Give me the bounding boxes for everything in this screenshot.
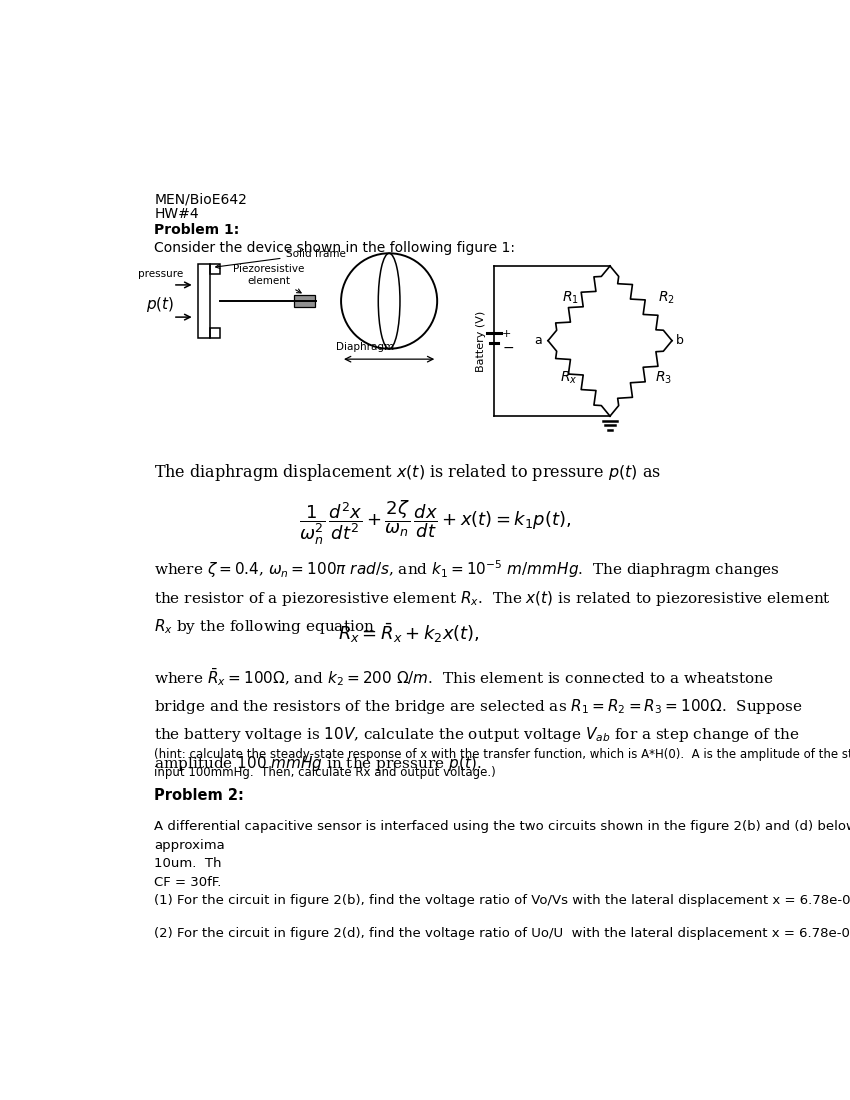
Text: (1) For the circuit in figure 2(b), find the voltage ratio of Vo/Vs with the lat: (1) For the circuit in figure 2(b), find… [155,894,850,908]
Text: The diaphragm displacement $x(t)$ is related to pressure $p(t)$ as: The diaphragm displacement $x(t)$ is rel… [155,462,661,483]
Text: b: b [676,334,683,348]
Bar [294,295,315,307]
Text: pressure: pressure [138,270,183,279]
Text: $R_x$: $R_x$ [560,370,578,386]
Text: where $\bar{R}_x = 100\Omega$, and $k_2 = 200\ \Omega/m$.  This element is conne: where $\bar{R}_x = 100\Omega$, and $k_2 … [155,667,803,772]
Bar [210,264,220,275]
Text: A differential capacitive sensor is interfaced using the two circuits shown in t: A differential capacitive sensor is inte… [155,821,850,889]
Text: MEN/BioE642: MEN/BioE642 [155,192,247,206]
Text: (hint: calculate the steady-state response of x with the transfer function, whic: (hint: calculate the steady-state respon… [155,748,850,779]
Text: $R_3$: $R_3$ [655,370,672,386]
Text: +: + [502,329,512,339]
Text: $R_1$: $R_1$ [562,289,579,306]
Text: Problem 1:: Problem 1: [155,223,240,236]
Text: $p(t)$: $p(t)$ [146,295,174,315]
Text: Piezoresistive
element: Piezoresistive element [233,264,304,293]
Text: $R_2$: $R_2$ [658,289,675,306]
Bar [210,328,220,338]
Bar [198,264,210,338]
Text: Solid frame: Solid frame [216,249,345,268]
Text: Consider the device shown in the following figure 1:: Consider the device shown in the followi… [155,241,515,255]
Text: $R_x = \bar{R}_x + k_2x(t),$: $R_x = \bar{R}_x + k_2x(t),$ [337,621,479,646]
Text: HW#4: HW#4 [155,208,199,221]
Text: Problem 2:: Problem 2: [155,788,244,803]
Text: Diaphragm: Diaphragm [336,342,394,352]
Text: a: a [534,334,541,348]
Text: −: − [502,341,514,355]
Text: (2) For the circuit in figure 2(d), find the voltage ratio of Uo/U  with the lat: (2) For the circuit in figure 2(d), find… [155,926,850,939]
Text: $\dfrac{1}{\omega_n^2}\,\dfrac{d^2x}{dt^2} + \dfrac{2\zeta}{\omega_n}\,\dfrac{dx: $\dfrac{1}{\omega_n^2}\,\dfrac{d^2x}{dt^… [299,498,572,548]
Text: Battery (V): Battery (V) [476,310,486,372]
Text: where $\zeta = 0.4$, $\omega_n = 100\pi$ $rad/s$, and $k_1 = 10^{-5}$ $m/mmHg$. : where $\zeta = 0.4$, $\omega_n = 100\pi$… [155,559,831,637]
